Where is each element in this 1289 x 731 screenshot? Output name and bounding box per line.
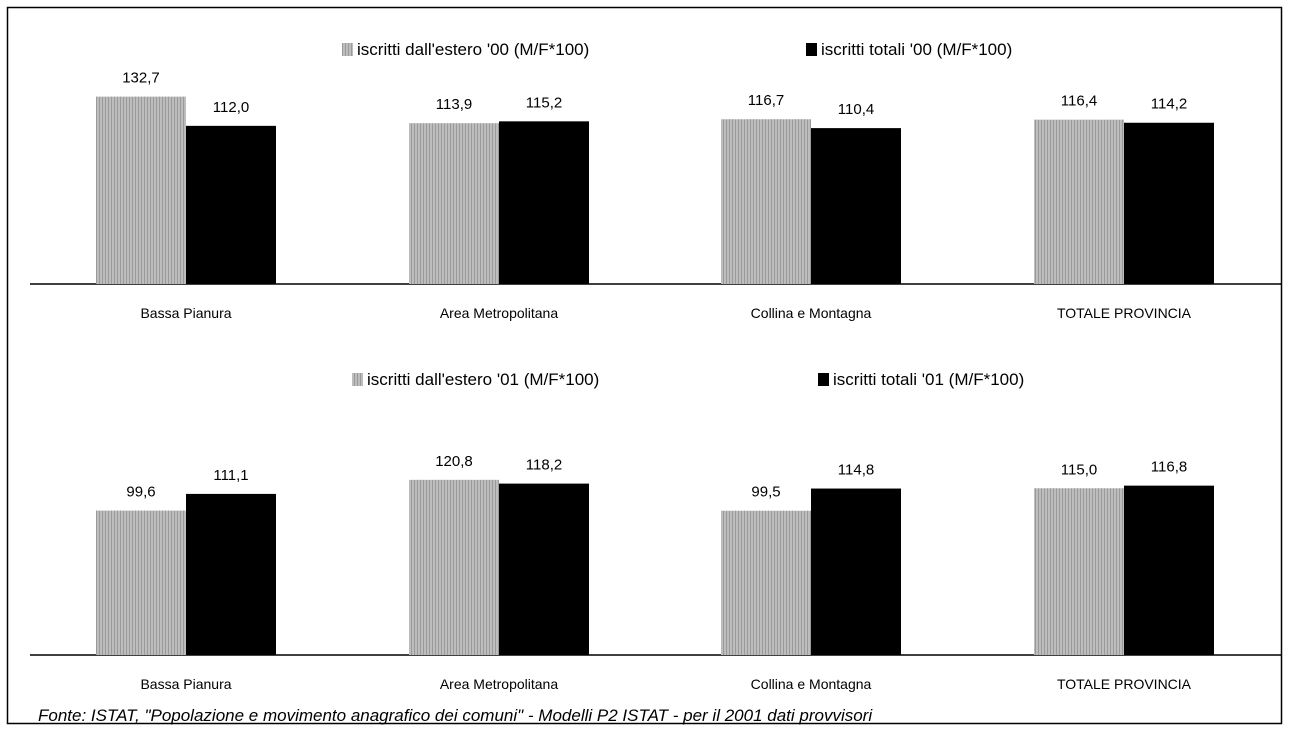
bar <box>721 119 811 284</box>
bar <box>1034 488 1124 655</box>
legend-swatch <box>352 373 363 386</box>
data-label: 113,9 <box>436 96 472 113</box>
source-note: Fonte: ISTAT, "Popolazione e movimento a… <box>38 706 873 725</box>
bar <box>186 493 276 655</box>
bar <box>409 123 499 284</box>
data-label: 99,5 <box>751 484 780 501</box>
category-label: Collina e Montagna <box>751 676 872 692</box>
category-label: Bassa Pianura <box>140 305 231 321</box>
legend-label: iscritti dall'estero '01 (M/F*100) <box>367 370 599 389</box>
legend-swatch <box>818 373 829 386</box>
bar <box>1034 119 1124 284</box>
legend-label: iscritti dall'estero '00 (M/F*100) <box>357 40 589 59</box>
data-label: 115,0 <box>1061 461 1097 478</box>
data-label: 118,2 <box>526 457 562 474</box>
bar <box>96 96 186 285</box>
category-label: Collina e Montagna <box>751 305 872 321</box>
bar <box>811 488 901 655</box>
category-label: TOTALE PROVINCIA <box>1057 676 1192 692</box>
data-label: 114,2 <box>1151 96 1187 113</box>
data-label: 112,0 <box>213 99 249 116</box>
legend-label: iscritti totali '01 (M/F*100) <box>833 370 1024 389</box>
data-label: 111,1 <box>213 467 248 484</box>
bar <box>721 510 811 655</box>
data-label: 132,7 <box>122 70 160 87</box>
bar <box>186 125 276 284</box>
legend-swatch <box>806 43 817 56</box>
data-label: 116,8 <box>1151 459 1187 476</box>
category-label: Area Metropolitana <box>440 676 559 692</box>
bar <box>811 128 901 284</box>
data-label: 120,8 <box>435 453 473 470</box>
bar <box>499 121 589 284</box>
bar <box>1124 485 1214 655</box>
chart-top: iscritti dall'estero '00 (M/F*100) iscrit… <box>30 40 1281 321</box>
bar <box>409 479 499 655</box>
legend-label: iscritti totali '00 (M/F*100) <box>821 40 1012 59</box>
data-label: 110,4 <box>838 101 874 118</box>
category-label: Area Metropolitana <box>440 305 559 321</box>
chart-bottom: iscritti dall'estero '01 (M/F*100) iscrit… <box>30 370 1281 692</box>
data-label: 115,2 <box>526 94 562 111</box>
data-label: 114,8 <box>838 462 874 479</box>
category-label: Bassa Pianura <box>140 676 231 692</box>
data-label: 99,6 <box>126 484 155 501</box>
category-label: TOTALE PROVINCIA <box>1057 305 1192 321</box>
legend-swatch <box>342 43 353 56</box>
bar <box>96 510 186 655</box>
bar <box>1124 122 1214 284</box>
bar <box>499 483 589 655</box>
data-label: 116,7 <box>748 92 784 109</box>
data-label: 116,4 <box>1061 93 1097 110</box>
